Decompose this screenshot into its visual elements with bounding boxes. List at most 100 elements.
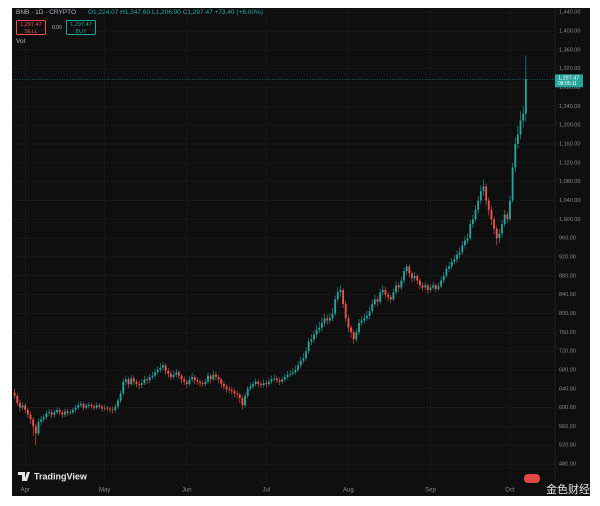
- candle-body: [87, 404, 90, 406]
- candle-body: [355, 332, 358, 340]
- candle-body: [225, 386, 228, 389]
- candle-body: [260, 384, 262, 386]
- candle-body: [262, 383, 265, 386]
- candle-body: [156, 369, 159, 373]
- candle-body: [85, 405, 88, 408]
- candle-body: [34, 426, 37, 434]
- candle-body: [64, 411, 66, 415]
- candle-body: [199, 381, 201, 384]
- candle-body: [130, 378, 133, 385]
- candle-body: [215, 374, 217, 378]
- candle-body: [509, 200, 511, 220]
- x-tick-label: Oct: [505, 488, 515, 494]
- logo-icon: [18, 472, 30, 481]
- candle-body: [42, 417, 45, 420]
- candle-body: [519, 120, 522, 135]
- candle-body: [196, 380, 199, 382]
- candle-body: [461, 245, 464, 253]
- candle-body: [241, 398, 244, 406]
- candle-body: [403, 271, 405, 281]
- buy-button[interactable]: 1,297.47 BUY: [66, 20, 96, 35]
- candle-body: [347, 318, 350, 328]
- candle-body: [201, 383, 204, 385]
- candle-body: [405, 266, 408, 272]
- candle-body: [389, 297, 392, 300]
- candle-body: [111, 409, 114, 411]
- candle-body: [180, 375, 183, 380]
- candle-body: [440, 280, 443, 287]
- candle-body: [418, 280, 421, 286]
- candle-body: [191, 377, 194, 380]
- candle-body: [53, 412, 56, 415]
- candle-body: [336, 292, 339, 300]
- candle-body: [334, 299, 337, 314]
- sell-button[interactable]: 1,297.47 SELL: [16, 20, 46, 35]
- x-tick-label: Aug: [343, 488, 354, 494]
- candle-body: [188, 379, 191, 385]
- candle-body: [426, 285, 429, 290]
- symbol[interactable]: BNB · 1D · CRYPTO: [16, 9, 77, 16]
- candle-body: [328, 318, 331, 321]
- candle-body: [352, 332, 355, 340]
- candle-body: [495, 228, 498, 239]
- candle-body: [90, 404, 93, 407]
- y-tick-label: 560.00: [559, 424, 576, 430]
- candle-body: [106, 407, 109, 409]
- candle-body: [66, 411, 69, 414]
- candle-body: [474, 209, 477, 220]
- candle-body: [395, 285, 398, 293]
- candle-body: [458, 252, 461, 255]
- candle-body: [177, 372, 180, 376]
- y-tick-label: 1,440.00: [559, 10, 580, 16]
- candle-body: [305, 351, 307, 359]
- candle-body: [384, 289, 387, 295]
- candle-body: [140, 383, 143, 386]
- candle-body: [381, 289, 384, 293]
- brand[interactable]: TradingView: [34, 471, 88, 481]
- candle-body: [392, 292, 395, 300]
- candle-body: [169, 373, 172, 378]
- candle-body: [13, 392, 16, 396]
- tradingview-logo: TradingView: [18, 471, 88, 481]
- candle-body: [101, 406, 103, 409]
- y-tick-label: 760.00: [559, 330, 576, 336]
- candle-body: [424, 285, 427, 288]
- y-tick-label: 960.00: [559, 236, 576, 242]
- y-tick-label: 1,160.00: [559, 141, 580, 147]
- candle-body: [124, 379, 127, 382]
- candle-body: [265, 383, 268, 385]
- candle-body: [498, 233, 501, 239]
- candle-body: [490, 209, 493, 220]
- x-tick-label: Sep: [425, 488, 436, 494]
- candle-body: [77, 405, 80, 408]
- candle-body: [516, 134, 519, 145]
- candle-body: [379, 292, 382, 302]
- candle-body: [238, 394, 241, 399]
- candle-body: [233, 391, 236, 394]
- candle-body: [479, 191, 482, 201]
- ohlc: O1,224.07 H1,347.60 L1,206.90 C1,297.47 …: [88, 9, 263, 16]
- candle-body: [98, 405, 101, 407]
- y-tick-label: 1,280.00: [559, 85, 580, 91]
- candle-body: [159, 367, 162, 370]
- candle-body: [416, 275, 419, 281]
- candle-body: [281, 379, 284, 382]
- candle-body: [469, 224, 472, 239]
- volume-label[interactable]: Vol: [16, 38, 26, 45]
- candle-body: [164, 365, 167, 371]
- candle-body: [471, 219, 474, 225]
- candle-body: [32, 419, 35, 427]
- buy-price: 1,297.47: [70, 22, 92, 28]
- candle-body: [217, 377, 220, 380]
- candle-body: [514, 144, 517, 168]
- y-tick-label: 1,240.00: [559, 104, 580, 110]
- x-tick-label: May: [99, 488, 110, 494]
- candle-body: [360, 320, 363, 323]
- y-tick-label: 1,000.00: [559, 217, 580, 223]
- candle-body: [442, 275, 445, 281]
- candle-body: [511, 167, 514, 201]
- candle-body: [48, 412, 51, 414]
- candle-body: [291, 372, 294, 374]
- candle-body: [487, 200, 490, 210]
